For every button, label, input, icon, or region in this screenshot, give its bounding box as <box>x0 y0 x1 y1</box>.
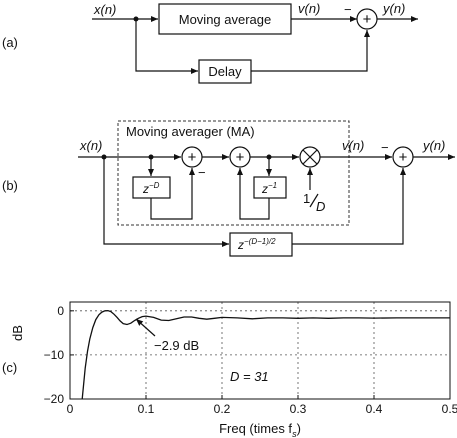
panel-b-minus: − <box>381 140 389 155</box>
panel-a-input-label: x(n) <box>93 2 116 17</box>
multiplier-cross-2 <box>302 149 318 165</box>
gain-denominator: D <box>316 199 325 214</box>
panel-b: (b) Moving averager (MA) x(n) z−D + − + … <box>2 120 455 257</box>
zD-label: z−D <box>142 181 160 196</box>
panel-a-delay-return <box>251 30 370 72</box>
delay-exponent: −(D−1)/2 <box>244 237 276 246</box>
panel-a-output-label: y(n) <box>382 1 405 16</box>
parameter-label: D = 31 <box>230 369 269 384</box>
zD-exponent: −D <box>149 181 160 190</box>
z1-block <box>253 176 287 199</box>
zD-base: z <box>142 182 149 196</box>
x-tick-label: 0 <box>67 402 74 416</box>
annotation-label: −2.9 dB <box>154 338 199 353</box>
x-tick-label: 0.5 <box>442 402 457 416</box>
panel-a-delay-path <box>135 19 198 74</box>
ma-title: Moving averager (MA) <box>126 124 255 139</box>
y-tick-label: −20 <box>44 392 65 406</box>
zD-feedback-path <box>150 168 195 220</box>
x-axis-label: Freq (times fs) <box>219 421 301 438</box>
panel-b-plus: + <box>399 149 408 166</box>
response-curve <box>81 309 450 400</box>
x-axis-label-end: ) <box>297 421 301 436</box>
panel-b-input-label: x(n) <box>79 138 102 153</box>
plot-frame <box>69 301 451 400</box>
comb-minus: − <box>198 165 206 180</box>
panel-c-tag: (c) <box>2 360 17 375</box>
delay-base: z <box>237 238 244 252</box>
y-tick-label: −10 <box>44 348 65 362</box>
panel-a-v-label: v(n) <box>298 1 320 16</box>
x-tick-label: 0.1 <box>138 402 155 416</box>
delay-label: Delay <box>208 64 242 79</box>
panel-b-delay-label: z−(D−1)/2 <box>237 237 276 252</box>
panel-b-delay-path <box>103 157 229 247</box>
ma-dashed-box <box>117 120 350 226</box>
panel-b-v-label: v(n) <box>342 138 364 153</box>
z1-label: z−1 <box>261 181 277 196</box>
grid-lines <box>70 302 450 399</box>
panel-a-minus: − <box>344 2 352 17</box>
panel-b-output-label: y(n) <box>422 138 445 153</box>
panel-a-plus: + <box>363 11 372 28</box>
x-tick-label: 0.3 <box>290 402 307 416</box>
x-axis-label-sub: s <box>292 429 297 438</box>
axis-ticks: 0 0.1 0.2 0.3 0.4 0.5 0 −10 −20 <box>44 304 457 416</box>
x-tick-label: 0.2 <box>214 402 231 416</box>
y-axis-label: dB <box>10 325 25 341</box>
y-tick-label: 0 <box>57 304 64 318</box>
panel-c: (c) dB 0 0.1 0.2 0.3 0.4 0.5 0 −10 −20 −2.9 dB D… <box>2 301 457 438</box>
z1-base: z <box>261 182 268 196</box>
moving-average-label: Moving average <box>179 12 272 27</box>
gain-slash <box>309 193 319 208</box>
z1-feedback-path <box>237 168 270 220</box>
z1-exponent: −1 <box>268 181 277 190</box>
x-axis-label-main: Freq (times f <box>219 421 292 436</box>
gain-numerator: 1 <box>303 191 310 206</box>
panel-b-delay-return <box>292 168 406 245</box>
integrator-plus: + <box>236 149 245 166</box>
annotation-arrow <box>135 318 156 337</box>
panel-b-tag: (b) <box>2 178 18 193</box>
panel-a-tag: (a) <box>2 35 18 50</box>
comb-plus: + <box>188 149 197 166</box>
panel-a: (a) x(n) Moving average v(n) − + y(n) De… <box>2 1 418 84</box>
x-tick-label: 0.4 <box>366 402 383 416</box>
